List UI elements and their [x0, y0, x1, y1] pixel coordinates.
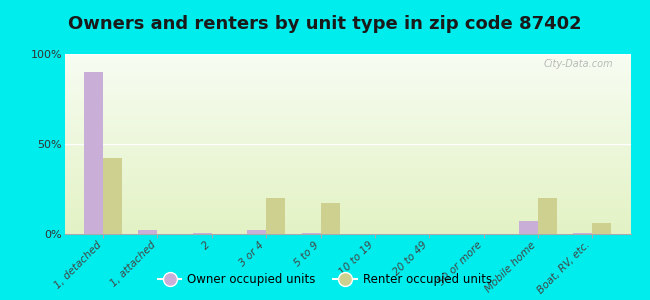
Bar — [266, 198, 285, 234]
Bar — [538, 198, 557, 234]
Bar — [592, 223, 612, 234]
Bar — [103, 158, 122, 234]
Text: City-Data.com: City-Data.com — [544, 59, 614, 69]
Bar — [247, 230, 266, 234]
Bar — [302, 233, 320, 234]
Legend: Owner occupied units, Renter occupied units: Owner occupied units, Renter occupied un… — [153, 269, 497, 291]
Text: Owners and renters by unit type in zip code 87402: Owners and renters by unit type in zip c… — [68, 15, 582, 33]
Bar — [320, 203, 339, 234]
Bar — [84, 72, 103, 234]
Bar — [138, 230, 157, 234]
Bar — [519, 221, 538, 234]
Bar — [193, 233, 212, 234]
Bar — [573, 233, 592, 234]
